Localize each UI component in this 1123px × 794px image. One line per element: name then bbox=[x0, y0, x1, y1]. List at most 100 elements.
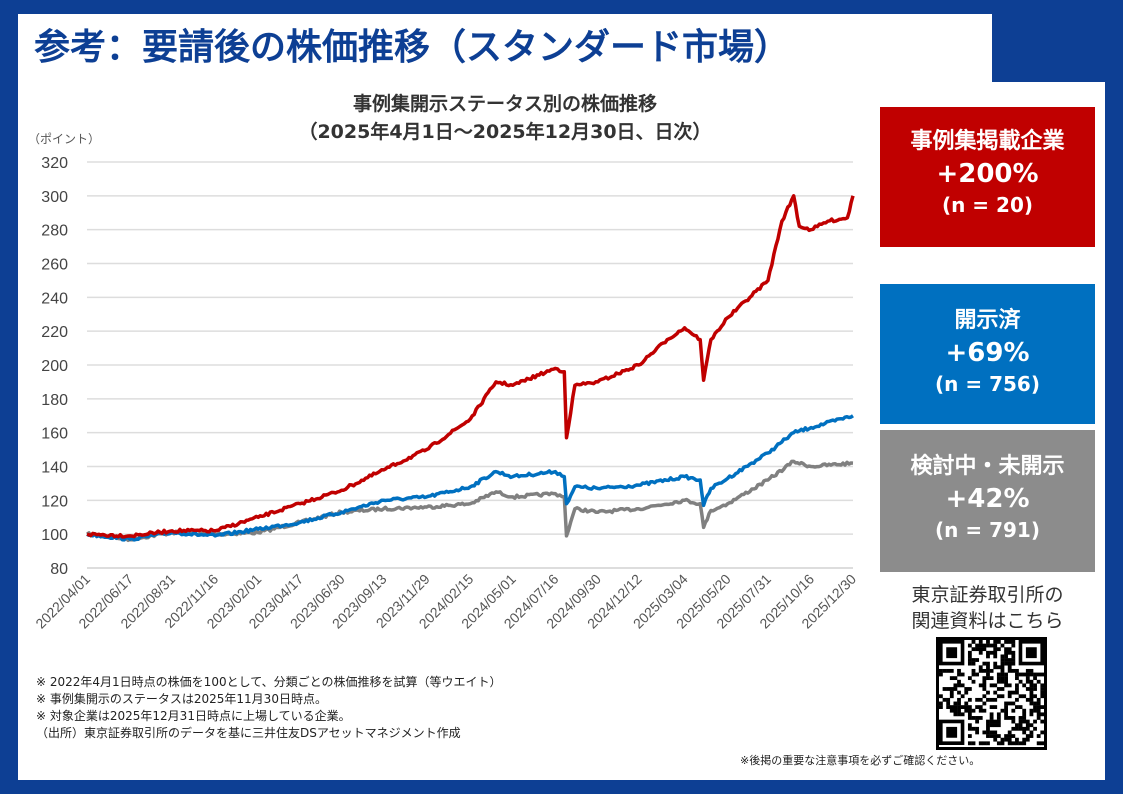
qr-module bbox=[1040, 672, 1044, 677]
qr-module bbox=[1036, 701, 1041, 706]
qr-module bbox=[1000, 643, 1005, 648]
qr-module bbox=[1018, 705, 1023, 709]
qr-module bbox=[1022, 737, 1027, 742]
qr-module bbox=[1007, 640, 1012, 644]
qr-module bbox=[1025, 679, 1030, 684]
qr-module bbox=[1015, 676, 1019, 681]
qr-module bbox=[1029, 687, 1034, 691]
qr-module bbox=[1004, 701, 1008, 706]
qr-module bbox=[982, 676, 987, 681]
qr-module bbox=[975, 730, 980, 735]
qr-module bbox=[1000, 672, 1005, 677]
qr-module bbox=[1011, 650, 1016, 655]
qr-module bbox=[949, 690, 954, 695]
qr-module bbox=[1022, 708, 1027, 713]
qr-module bbox=[989, 668, 994, 673]
box-change: +200% bbox=[936, 159, 1039, 189]
qr-module bbox=[1004, 708, 1008, 713]
qr-module bbox=[1040, 719, 1044, 724]
qr-module bbox=[1007, 737, 1012, 742]
qr-module bbox=[957, 712, 961, 717]
qr-module bbox=[953, 708, 958, 713]
qr-module bbox=[967, 734, 972, 738]
qr-module bbox=[993, 705, 998, 709]
qr-module bbox=[993, 650, 998, 655]
qr-module bbox=[1000, 679, 1005, 684]
qr-module bbox=[1025, 672, 1030, 677]
qr-module bbox=[982, 687, 987, 691]
qr-module bbox=[942, 668, 947, 673]
qr-module bbox=[960, 683, 965, 688]
qr-module bbox=[967, 658, 972, 662]
qr-module bbox=[986, 719, 990, 724]
qr-module bbox=[989, 705, 994, 709]
qr-module bbox=[957, 679, 961, 684]
qr-module bbox=[1000, 665, 1005, 670]
qr-module bbox=[989, 716, 994, 720]
footnote: ※ 対象企業は2025年12月31日時点に上場している企業。 bbox=[36, 709, 351, 723]
qr-module bbox=[993, 643, 998, 648]
qr-module bbox=[946, 697, 951, 702]
qr-module bbox=[1033, 701, 1037, 706]
qr-module bbox=[971, 679, 976, 684]
qr-module bbox=[975, 658, 980, 662]
qr-module bbox=[1018, 719, 1023, 724]
qr-module bbox=[986, 640, 990, 644]
qr-module bbox=[986, 734, 990, 738]
qr-module bbox=[1036, 734, 1041, 738]
y-tick-label: 280 bbox=[41, 223, 68, 240]
qr-module bbox=[986, 654, 990, 659]
qr-module bbox=[1018, 672, 1023, 677]
qr-module bbox=[953, 687, 958, 691]
qr-module bbox=[1018, 726, 1023, 731]
qr-module bbox=[975, 672, 980, 677]
qr-code[interactable] bbox=[936, 637, 1047, 750]
qr-module bbox=[967, 708, 972, 713]
qr-module bbox=[1025, 668, 1030, 673]
y-tick-label: 140 bbox=[41, 460, 68, 477]
qr-module bbox=[975, 643, 980, 648]
qr-module bbox=[1007, 730, 1012, 735]
qr-module bbox=[993, 665, 998, 670]
qr-module bbox=[957, 668, 961, 673]
summary-box-featured: 事例集掲載企業 +200% (n = 20) bbox=[880, 107, 1095, 247]
qr-module bbox=[1040, 741, 1044, 746]
qr-module bbox=[1015, 687, 1019, 691]
qr-module bbox=[971, 647, 976, 652]
qr-module bbox=[989, 723, 994, 728]
qr-module bbox=[1000, 741, 1005, 746]
qr-module bbox=[993, 734, 998, 738]
qr-module bbox=[1036, 672, 1041, 677]
qr-module bbox=[1033, 694, 1037, 699]
qr-module bbox=[1011, 640, 1016, 644]
qr-module bbox=[971, 741, 976, 746]
qr-module bbox=[1025, 737, 1030, 742]
qr-module bbox=[971, 726, 976, 731]
qr-module bbox=[1011, 661, 1016, 666]
qr-module bbox=[982, 679, 987, 684]
qr-module bbox=[1011, 658, 1016, 662]
qr-module bbox=[1004, 650, 1008, 655]
qr-module bbox=[1022, 719, 1027, 724]
y-tick-label: 240 bbox=[41, 290, 68, 307]
qr-module bbox=[975, 719, 980, 724]
qr-module bbox=[978, 697, 983, 702]
qr-module bbox=[986, 726, 990, 731]
qr-module bbox=[1029, 708, 1034, 713]
qr-module bbox=[1011, 716, 1016, 720]
qr-module bbox=[1007, 668, 1012, 673]
qr-module bbox=[1000, 658, 1005, 662]
qr-module bbox=[953, 676, 958, 681]
qr-module bbox=[982, 741, 987, 746]
qr-module bbox=[1033, 705, 1037, 709]
qr-module bbox=[975, 726, 980, 731]
qr-module bbox=[964, 708, 969, 713]
qr-module bbox=[986, 690, 990, 695]
qr-module bbox=[1029, 694, 1034, 699]
qr-module bbox=[986, 676, 990, 681]
qr-module bbox=[971, 640, 976, 644]
qr-module bbox=[1029, 712, 1034, 717]
qr-module bbox=[1007, 741, 1012, 746]
qr-module bbox=[1007, 647, 1012, 652]
qr-module bbox=[1015, 741, 1019, 746]
